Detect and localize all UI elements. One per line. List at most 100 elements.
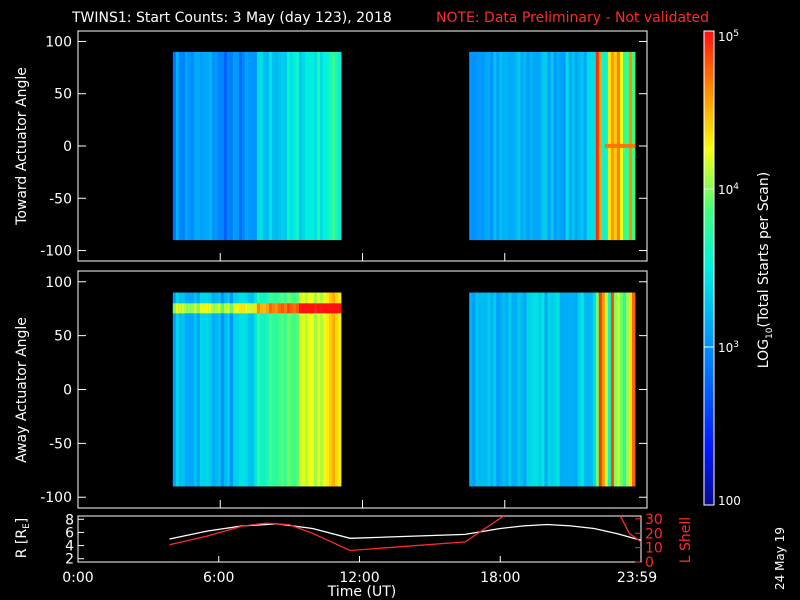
heatmap-band	[329, 303, 333, 314]
heatmap-column	[550, 292, 554, 487]
heatmap-column	[256, 51, 261, 241]
heatmap-column	[478, 292, 482, 487]
heatmap-column	[193, 292, 198, 487]
left-tick-label: 6	[65, 525, 74, 541]
heatmap-band	[338, 303, 342, 314]
panel-frame	[77, 30, 648, 262]
heatmap-column	[487, 51, 491, 241]
heatmap-column	[220, 292, 225, 487]
heatmap-band	[295, 303, 300, 314]
heatmap-column	[514, 292, 518, 487]
heatmap-band	[178, 303, 183, 314]
heatmap-column	[502, 292, 506, 487]
heatmap-band	[335, 303, 339, 314]
heatmap-column	[175, 292, 180, 487]
l-shell-line	[169, 516, 641, 552]
heatmap-column	[175, 51, 180, 241]
heatmap-column	[190, 292, 195, 487]
heatmap-column	[496, 292, 500, 487]
colorbar-label: LOG10(Total Starts per Scan)	[756, 172, 775, 368]
heatmap-column	[199, 292, 204, 487]
heatmap-column	[613, 292, 618, 487]
heatmap-column	[535, 51, 539, 241]
heatmap-column	[577, 292, 582, 487]
x-tick-label: 0:00	[62, 570, 93, 586]
away-angle-panel: Away Actuator Angle 100 50 0 -50 -100	[14, 270, 648, 509]
heatmap-column	[319, 51, 324, 241]
heatmap-column	[268, 292, 273, 487]
heatmap-band	[304, 303, 309, 314]
heatmap-column	[307, 51, 312, 241]
heatmap-column	[211, 51, 216, 241]
heatmap-column	[332, 292, 336, 487]
x-tick-label: 6:00	[203, 570, 234, 586]
heatmap-column	[238, 292, 243, 487]
heatmap-band	[244, 303, 249, 314]
heatmap-column	[598, 292, 603, 487]
heatmap-band	[223, 303, 228, 314]
heatmap-column	[259, 292, 264, 487]
heatmap-band	[286, 303, 291, 314]
heatmap-column	[610, 292, 615, 487]
heatmap-column	[217, 51, 222, 241]
heatmap-column	[625, 292, 630, 487]
heatmap-column	[472, 292, 476, 487]
heatmap-column	[187, 292, 192, 487]
heatmap-column	[589, 51, 594, 241]
heatmap-band	[238, 303, 243, 314]
heatmap-column	[520, 51, 524, 241]
y-tick-label: 50	[54, 329, 72, 345]
heatmap-column	[323, 51, 327, 241]
right-tick-label: 10	[645, 541, 663, 557]
heatmap-column	[559, 292, 564, 487]
heatmap-column	[283, 292, 288, 487]
chart-title: TWINS1: Start Counts: 3 May (day 123), 2…	[71, 10, 392, 26]
heatmap-band	[607, 143, 612, 148]
colorbar-tick-label: 103	[718, 340, 739, 355]
heatmap-column	[574, 292, 579, 487]
heatmap-band	[604, 143, 609, 148]
heatmap-band	[323, 303, 327, 314]
heatmap-band	[316, 303, 321, 314]
heatmap-band	[628, 143, 633, 148]
heatmap-column	[250, 51, 255, 241]
heatmap-column	[580, 51, 585, 241]
heatmap-band	[307, 303, 312, 314]
toward-ylabel: Toward Actuator Angle	[14, 67, 30, 226]
right-tick-label: 30	[645, 512, 663, 528]
y-tick-label: 0	[63, 383, 72, 399]
heatmap-column	[568, 51, 573, 241]
heatmap-band	[214, 303, 219, 314]
heatmap-column	[244, 292, 249, 487]
heatmap-band	[631, 143, 636, 148]
heatmap-column	[595, 292, 600, 487]
heatmap-column	[589, 292, 594, 487]
heatmap-column	[223, 292, 228, 487]
heatmap-column	[310, 51, 315, 241]
heatmap-band	[217, 303, 222, 314]
heatmap-column	[484, 51, 488, 241]
heatmap-column	[595, 51, 600, 241]
heatmap-column	[250, 292, 255, 487]
panel-frame	[77, 270, 648, 509]
heatmap-column	[553, 51, 558, 241]
orbit-panel-frame	[77, 515, 642, 563]
heatmap-column	[544, 51, 548, 241]
heatmap-band	[292, 303, 297, 314]
heatmap-band	[268, 303, 273, 314]
heatmap-column	[493, 51, 497, 241]
toward-angle-panel: Toward Actuator Angle 100 50 0 -50 -100	[14, 30, 648, 262]
right-tick-label: 0	[645, 555, 654, 571]
heatmap-band	[175, 303, 180, 314]
heatmap-column	[601, 51, 606, 241]
heatmap-column	[616, 292, 621, 487]
heatmap-column	[475, 51, 479, 241]
heatmap-column	[469, 51, 473, 241]
heatmap-band	[622, 143, 627, 148]
heatmap-column	[172, 51, 177, 241]
heatmap-column	[211, 292, 216, 487]
heatmap-band	[274, 303, 279, 314]
heatmap-column	[326, 51, 330, 241]
heatmap-column	[289, 51, 294, 241]
heatmap-column	[238, 51, 243, 241]
